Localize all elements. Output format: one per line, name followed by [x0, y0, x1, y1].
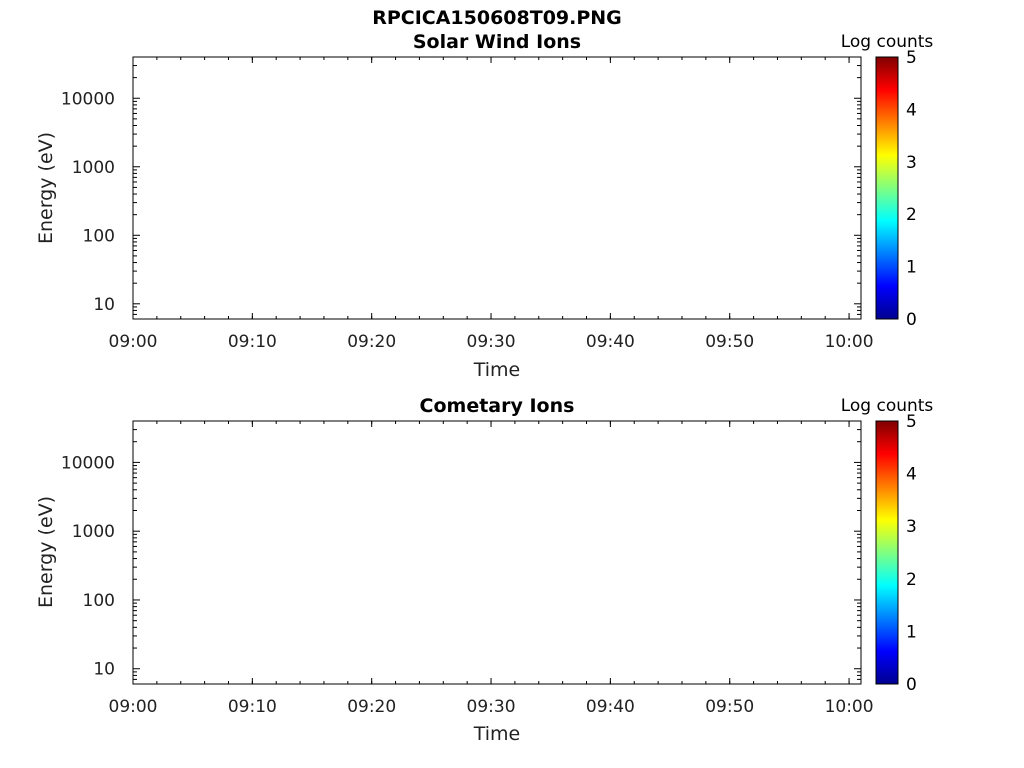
colorbar-tick-label: 1: [906, 258, 917, 278]
y-tick-label: 100: [83, 591, 115, 611]
panel-title: Cometary Ions: [420, 395, 575, 417]
x-tick-label: 09:30: [467, 697, 516, 717]
y-tick-label: 10000: [61, 453, 115, 473]
y-axis-label: Energy (eV): [35, 132, 57, 244]
x-tick-label: 09:10: [228, 332, 277, 352]
y-tick-label: 100: [83, 226, 115, 246]
x-tick-label: 09:00: [109, 697, 158, 717]
colorbar-label: Log counts: [841, 32, 934, 52]
x-tick-label: 10:00: [825, 332, 874, 352]
x-tick-label: 09:10: [228, 697, 277, 717]
x-tick-label: 09:00: [109, 332, 158, 352]
colorbar-label: Log counts: [841, 396, 934, 416]
colorbar-tick-label: 4: [906, 100, 917, 120]
x-axis-label: Time: [473, 359, 521, 381]
y-axis-label: Energy (eV): [35, 496, 57, 608]
panel-title: Solar Wind Ions: [413, 31, 581, 53]
colorbar-tick-label: 2: [906, 205, 917, 225]
panel-cometary: Cometary Ions 09:00 09:10 09:20 09:30 09:40 0…: [35, 395, 934, 745]
x-tick-label: 09:30: [467, 332, 516, 352]
figure-title: RPCICA150608T09.PNG: [372, 7, 622, 29]
axis-ticks: 09:00 09:10 09:20 09:30 09:40 09:50 10:00 10 100…: [61, 56, 874, 352]
colorbar-tick-label: 1: [906, 622, 917, 642]
y-tick-label: 1000: [72, 158, 115, 178]
colorbar-ticks: 0 1 2 3 4 5: [906, 48, 917, 330]
axis-ticks: 09:00 09:10 09:20 09:30 09:40 09:50 10:00 10 100…: [61, 420, 874, 717]
y-tick-label: 10000: [61, 89, 115, 109]
x-axis-label: Time: [473, 723, 521, 745]
colorbar-tick-label: 4: [906, 465, 917, 485]
colorbar: [875, 56, 899, 320]
colorbar: [875, 420, 899, 685]
x-tick-label: 09:40: [586, 697, 635, 717]
colorbar-tick-label: 0: [906, 310, 917, 330]
plot-frame: [132, 420, 862, 685]
colorbar-tick-label: 0: [906, 675, 917, 695]
plot-frame: [132, 56, 862, 320]
panel-solar-wind: Solar Wind Ions 09:00 09:10 09:20 09:30 09:4…: [35, 31, 934, 381]
y-tick-label: 10: [93, 660, 115, 680]
x-tick-label: 10:00: [825, 697, 874, 717]
y-tick-label: 1000: [72, 522, 115, 542]
x-tick-label: 09:40: [586, 332, 635, 352]
colorbar-tick-label: 2: [906, 570, 917, 590]
colorbar-tick-label: 3: [906, 517, 917, 537]
y-tick-label: 10: [93, 295, 115, 315]
colorbar-tick-label: 5: [906, 412, 917, 432]
colorbar-ticks: 0 1 2 3 4 5: [906, 412, 917, 695]
colorbar-tick-label: 3: [906, 153, 917, 173]
x-tick-label: 09:20: [347, 697, 396, 717]
x-tick-label: 09:50: [705, 697, 754, 717]
x-tick-label: 09:50: [705, 332, 754, 352]
x-tick-label: 09:20: [347, 332, 396, 352]
colorbar-tick-label: 5: [906, 48, 917, 68]
